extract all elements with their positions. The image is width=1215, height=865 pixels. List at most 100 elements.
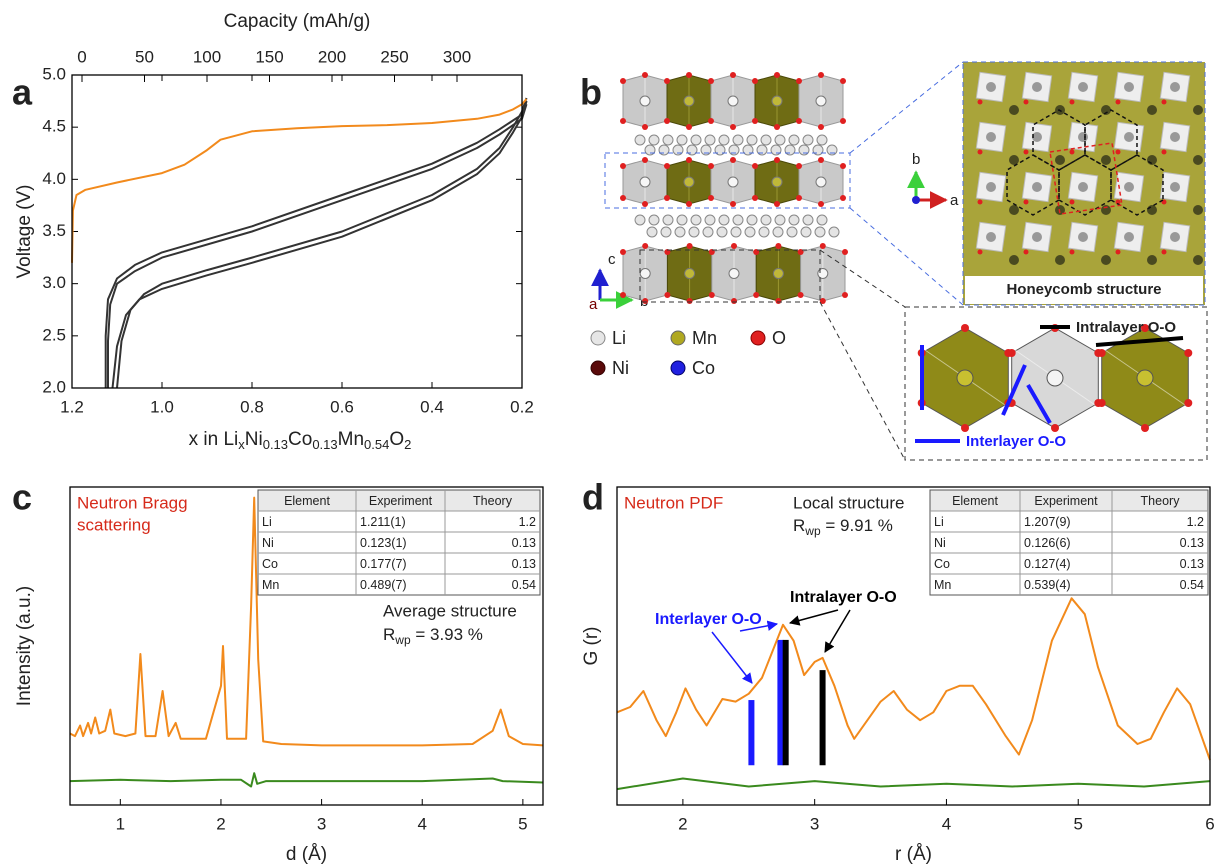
mn-atom xyxy=(1193,205,1203,215)
x-tick-label: 1.0 xyxy=(150,397,174,416)
axis-letter: b xyxy=(912,151,920,168)
oxygen xyxy=(798,292,804,298)
lithium xyxy=(759,227,769,237)
oxygen xyxy=(708,78,714,84)
table-cell: 0.13 xyxy=(1180,557,1204,571)
r-wp-part: R xyxy=(383,625,395,644)
y-axis-label: Intensity (a.u.) xyxy=(14,586,35,706)
oxygen xyxy=(620,292,626,298)
oxygen xyxy=(818,124,824,130)
table-cell: 0.489(7) xyxy=(360,578,407,592)
data-line xyxy=(70,773,543,786)
oxygen xyxy=(1098,399,1106,407)
oxygen xyxy=(840,163,846,169)
table-cell: Mn xyxy=(262,578,279,592)
table-cell: Ni xyxy=(262,536,274,550)
li-atom xyxy=(1124,232,1134,242)
li-atom xyxy=(1170,82,1180,92)
x-tick-label: 4 xyxy=(417,814,426,833)
annotation-arrow xyxy=(825,610,850,652)
structure-note: Local structure xyxy=(793,493,905,512)
oxygen xyxy=(686,72,692,78)
cation xyxy=(816,96,826,106)
oxygen xyxy=(731,298,737,304)
table-cell: 0.177(7) xyxy=(360,557,407,571)
panel-annotation: scattering xyxy=(77,515,151,534)
li-atom xyxy=(1032,82,1042,92)
x-axis-label-part: 0.54 xyxy=(364,437,389,452)
legend-swatch xyxy=(751,331,765,345)
cation xyxy=(816,177,826,187)
x2-tick-label: 100 xyxy=(193,47,221,66)
oxygen xyxy=(796,195,802,201)
mn-atom xyxy=(1101,255,1111,265)
x-axis-label-part: x in Li xyxy=(189,429,239,450)
x-axis-label: r (Å) xyxy=(895,844,932,865)
plot-frame xyxy=(70,487,543,805)
x2-tick-label: 150 xyxy=(255,47,283,66)
oxygen xyxy=(664,292,670,298)
figure: b Li Mn O Ni Co c a b b a Honeycomb stru… xyxy=(0,0,1215,865)
table-cell: 0.127(4) xyxy=(1024,557,1071,571)
oxygen xyxy=(796,118,802,124)
o-atom xyxy=(1024,150,1029,155)
connector xyxy=(850,62,963,153)
mn-atom xyxy=(1193,105,1203,115)
lithium xyxy=(815,227,825,237)
table-cell: 1.207(9) xyxy=(1024,515,1071,529)
oxygen xyxy=(840,118,846,124)
table-cell: 0.54 xyxy=(1180,578,1204,592)
o-atom xyxy=(1162,150,1167,155)
r-wp-part: wp xyxy=(804,524,821,538)
li-atom xyxy=(1124,182,1134,192)
table-header: Experiment xyxy=(1034,494,1098,508)
oxygen xyxy=(731,243,737,249)
table-cell: Ni xyxy=(934,536,946,550)
data-line xyxy=(70,498,543,746)
panel-b-legend: Li Mn O Ni Co xyxy=(591,328,786,378)
bond-stick xyxy=(820,670,826,765)
li-atom xyxy=(986,82,996,92)
oxygen xyxy=(620,249,626,255)
li-atom xyxy=(1032,182,1042,192)
x-axis-label-part: 0.13 xyxy=(312,437,337,452)
oxygen xyxy=(752,78,758,84)
x-tick-label: 0.8 xyxy=(240,397,264,416)
o-atom xyxy=(978,200,983,205)
oxygen xyxy=(774,124,780,130)
cation xyxy=(728,96,738,106)
mn-atom xyxy=(1009,105,1019,115)
table-cell: Co xyxy=(934,557,950,571)
x-tick-label: 5 xyxy=(1073,814,1082,833)
lithium xyxy=(733,215,743,225)
y-tick-label: 5.0 xyxy=(42,64,66,83)
oxygen xyxy=(708,195,714,201)
cation xyxy=(772,96,782,106)
panel-b-structure xyxy=(605,62,1207,460)
r-wp: Rwp = 3.93 % xyxy=(383,625,483,647)
lithium xyxy=(731,227,741,237)
plot-frame xyxy=(72,75,522,388)
x-tick-label: 2 xyxy=(678,814,687,833)
oxygen xyxy=(709,292,715,298)
o-atom xyxy=(1162,250,1167,255)
oxygen xyxy=(642,243,648,249)
table-cell: Mn xyxy=(934,578,951,592)
li-atom xyxy=(1078,82,1088,92)
table-cell: Li xyxy=(262,515,272,529)
r-wp: Rwp = 9.91 % xyxy=(793,516,893,538)
li-atom xyxy=(1078,232,1088,242)
x-axis-label-part: 2 xyxy=(404,437,411,452)
mn-atom xyxy=(1193,255,1203,265)
lithium xyxy=(761,135,771,145)
oxygen xyxy=(664,195,670,201)
oxygen xyxy=(1051,424,1059,432)
x2-tick-label: 250 xyxy=(380,47,408,66)
panel-annotation: Neutron Bragg xyxy=(77,493,188,512)
oxygen xyxy=(1184,399,1192,407)
mn-atom xyxy=(1009,255,1019,265)
lithium xyxy=(649,135,659,145)
oxygen xyxy=(730,157,736,163)
table-cell: 1.211(1) xyxy=(360,515,406,529)
table-header: Element xyxy=(284,494,330,508)
